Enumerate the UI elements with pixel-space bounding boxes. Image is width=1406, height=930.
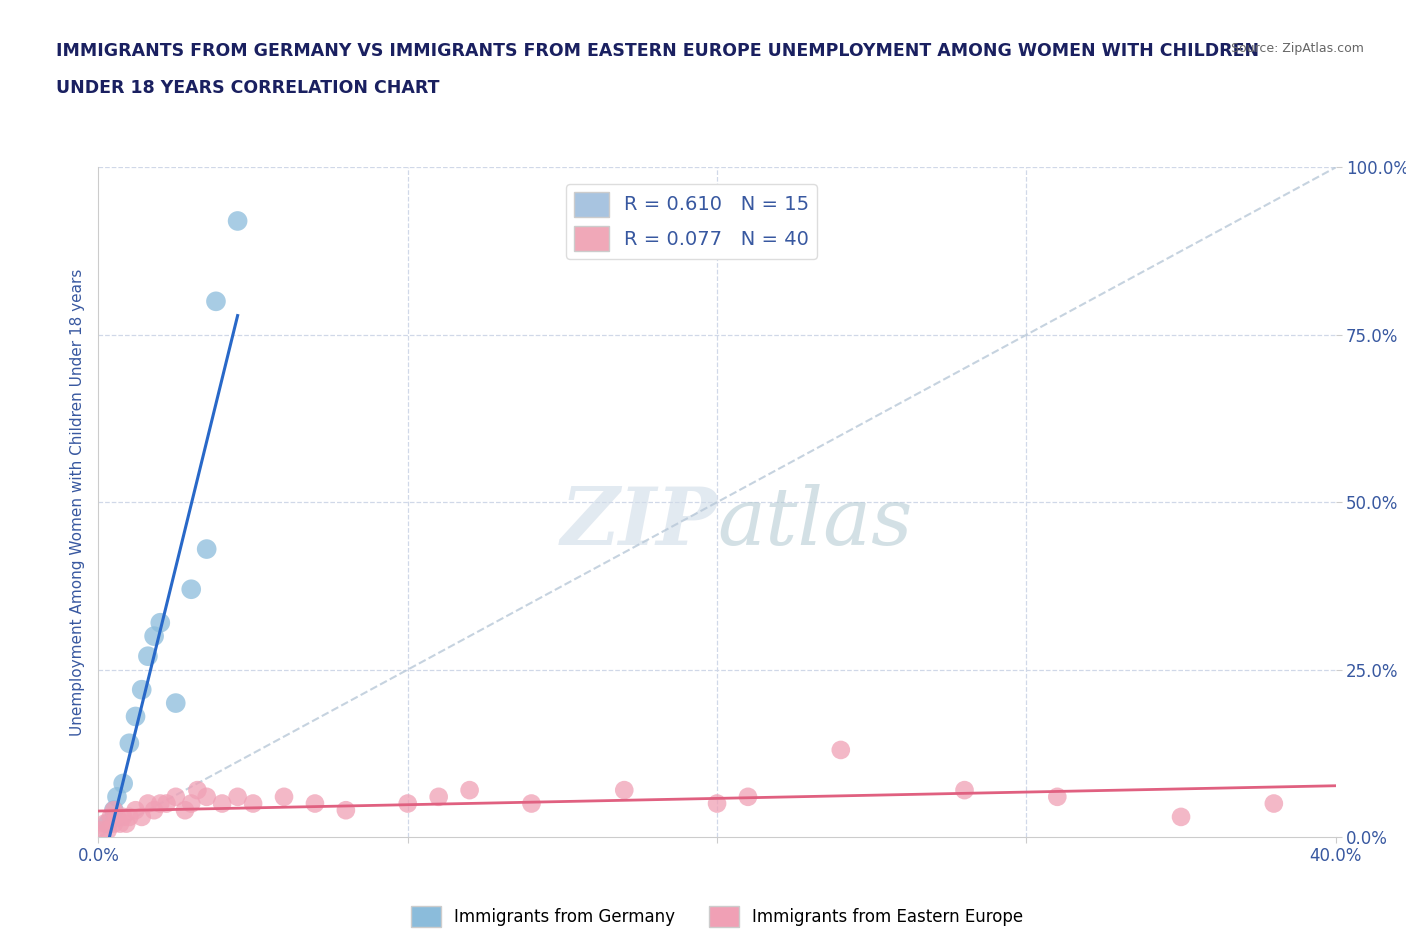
Point [143, 803, 166, 817]
Point [143, 629, 166, 644]
Point [427, 790, 450, 804]
Point [165, 696, 187, 711]
Point [830, 742, 852, 757]
Point [97, 817, 120, 831]
Text: Source: ZipAtlas.com: Source: ZipAtlas.com [1230, 42, 1364, 55]
Point [93, 817, 115, 831]
Point [396, 796, 419, 811]
Point [195, 790, 218, 804]
Point [1263, 796, 1285, 811]
Text: ZIP: ZIP [560, 484, 717, 561]
Point [103, 817, 125, 831]
Point [115, 817, 138, 831]
Point [211, 796, 233, 811]
Point [131, 809, 153, 824]
Text: atlas: atlas [717, 484, 912, 561]
Point [136, 796, 159, 811]
Point [165, 790, 187, 804]
Y-axis label: Unemployment Among Women with Children Under 18 years: Unemployment Among Women with Children U… [69, 269, 84, 736]
Point [226, 790, 249, 804]
Point [458, 783, 481, 798]
Point [103, 803, 125, 817]
Point [97, 823, 120, 838]
Point [108, 817, 131, 831]
Point [737, 790, 759, 804]
Point [1046, 790, 1069, 804]
Point [613, 783, 636, 798]
Text: UNDER 18 YEARS CORRELATION CHART: UNDER 18 YEARS CORRELATION CHART [56, 79, 440, 97]
Point [180, 796, 202, 811]
Point [105, 790, 128, 804]
Point [520, 796, 543, 811]
Point [136, 649, 159, 664]
Point [304, 796, 326, 811]
Point [90, 823, 112, 838]
Point [273, 790, 295, 804]
Point [335, 803, 357, 817]
Text: IMMIGRANTS FROM GERMANY VS IMMIGRANTS FROM EASTERN EUROPE UNEMPLOYMENT AMONG WOM: IMMIGRANTS FROM GERMANY VS IMMIGRANTS FR… [56, 42, 1260, 60]
Point [112, 809, 135, 824]
Point [186, 783, 208, 798]
Point [180, 582, 202, 597]
Point [155, 796, 177, 811]
Point [706, 796, 728, 811]
Point [953, 783, 976, 798]
Point [131, 683, 153, 698]
Point [195, 541, 218, 556]
Point [124, 803, 146, 817]
Point [1170, 809, 1192, 824]
Point [112, 776, 135, 790]
Legend: Immigrants from Germany, Immigrants from Eastern Europe: Immigrants from Germany, Immigrants from… [405, 899, 1029, 930]
Point [174, 803, 197, 817]
Point [205, 294, 228, 309]
Point [100, 809, 122, 824]
Point [242, 796, 264, 811]
Point [149, 616, 172, 631]
Point [124, 709, 146, 724]
Point [226, 214, 249, 229]
Point [103, 803, 125, 817]
Point [105, 809, 128, 824]
Point [118, 736, 141, 751]
Point [118, 809, 141, 824]
Point [149, 796, 172, 811]
